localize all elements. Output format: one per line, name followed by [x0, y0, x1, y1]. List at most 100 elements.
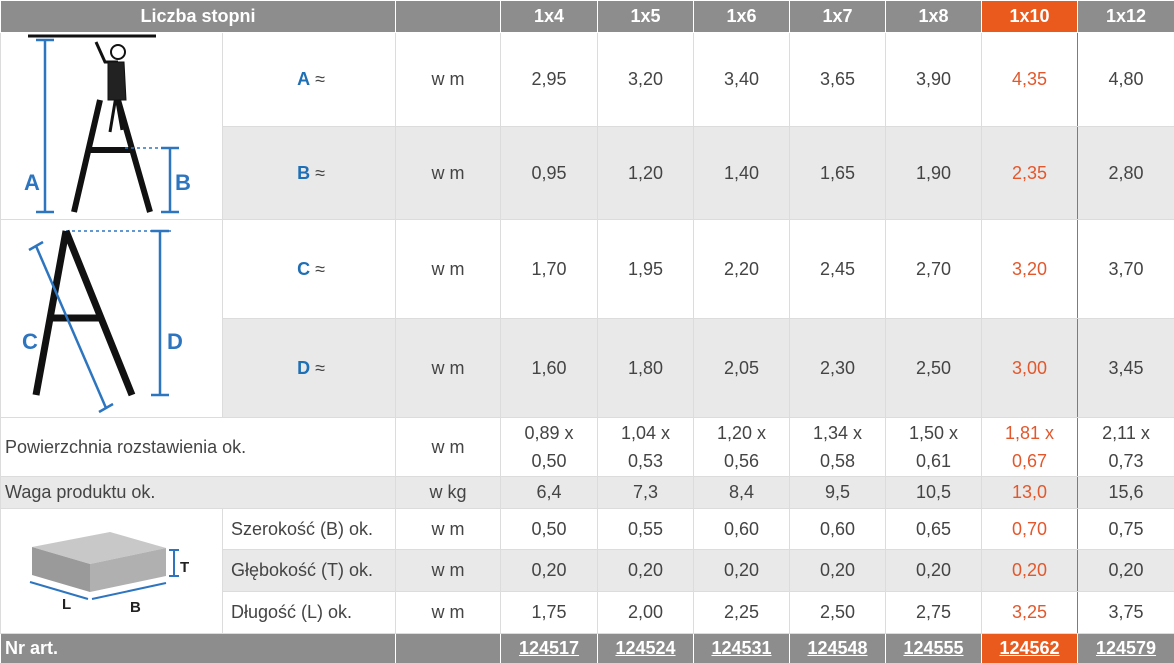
value-cell-text: 3,75 [1108, 602, 1144, 622]
value-cell-text: 0,20 [723, 560, 760, 580]
value-cell-text: 3,70 [1108, 258, 1144, 279]
value-cell-text: 1,95 [627, 258, 664, 279]
value-cell-text: 1,20 [627, 162, 664, 183]
value-cell: 8,4 [693, 476, 791, 509]
value-cell-text: 1x12 [1105, 6, 1147, 26]
value-cell-text: 13,0 [1011, 482, 1048, 502]
value-cell: 3,20 [597, 32, 695, 127]
value-cell-text: 3,00 [1011, 357, 1048, 378]
value-cell-text: 3,25 [1011, 602, 1048, 622]
illustration-cell [0, 508, 223, 634]
table-row: C ≈ w m 1,70 1,95 2,20 2,45 2,70 3,20 3,70 [0, 219, 1174, 418]
value-cell: 1x10 [981, 0, 1079, 33]
dimension-letter: C [297, 258, 311, 279]
value-cell: 2,80 [1077, 126, 1174, 220]
value-cell: 0,65 [885, 508, 983, 550]
table-row: Powierzchnia rozstawienia ok. w m 0,89 x 0,… [0, 417, 1174, 477]
value-cell-text: 0,75 [1108, 518, 1144, 539]
value-cell-text: 3,45 [1108, 357, 1144, 378]
illustration-cell [0, 219, 223, 418]
value-line: 1,04 x [620, 423, 671, 443]
value-cell: 2,95 [500, 32, 599, 127]
article-number: 124517 [500, 633, 599, 663]
value-cell-text: 0,60 [819, 518, 856, 539]
value-cell: 0,55 [597, 508, 695, 550]
value-cell-text: 2,50 [915, 357, 952, 378]
illustration-cell [0, 32, 223, 220]
value-cell: 3,90 [885, 32, 983, 127]
value-cell: 2,35 [981, 126, 1079, 220]
value-cell-text: 0,20 [819, 560, 856, 580]
value-cell: 1,40 [693, 126, 791, 220]
value-cell: 2,50 [789, 591, 887, 634]
unit-cell: w m [395, 549, 502, 592]
row-label-text: Głębokość (T) ok. [231, 560, 374, 580]
value-cell-text: 0,20 [1108, 560, 1144, 580]
value-cell: 2,30 [789, 318, 887, 418]
value-cell: 0,20 [981, 549, 1079, 592]
value-cell-text: 3,65 [819, 69, 856, 89]
value-cell: 2,70 [885, 219, 983, 319]
value-line: 0,53 [627, 451, 664, 471]
value-cell: 1,50 x 0,61 [885, 417, 983, 477]
value-cell: 0,20 [789, 549, 887, 592]
value-cell-text: 2,75 [915, 602, 952, 622]
article-number: 124524 [597, 633, 695, 663]
article-link[interactable]: 124562 [999, 638, 1060, 658]
value-cell: 2,05 [693, 318, 791, 418]
value-cell-text: 15,6 [1108, 482, 1144, 502]
value-cell-text: 1x6 [726, 6, 757, 26]
value-cell: 0,75 [1077, 508, 1174, 550]
value-line: 0,61 [915, 451, 952, 471]
value-cell-text: 3,40 [723, 69, 760, 89]
value-line: 0,73 [1108, 451, 1144, 471]
value-cell: 1x7 [789, 0, 887, 33]
value-cell: 1,75 [500, 591, 599, 634]
value-line: 0,56 [723, 451, 760, 471]
article-number: 124579 [1077, 633, 1174, 663]
table-row: Waga produktu ok. w kg 6,4 7,3 8,4 9,5 10,5 13,… [0, 476, 1174, 509]
row-label: Waga produktu ok. [0, 476, 397, 509]
approx-sign: ≈ [315, 69, 326, 89]
value-cell: 1,95 [597, 219, 695, 319]
dimension-letter: D [297, 357, 311, 378]
value-cell: 1x8 [885, 0, 983, 33]
foot-empty [395, 633, 502, 663]
value-cell-text: 0,20 [1011, 560, 1048, 580]
value-cell-text: 0,20 [915, 560, 952, 580]
value-cell: 2,20 [693, 219, 791, 319]
unit-cell: w m [395, 126, 502, 220]
approx-sign: ≈ [315, 162, 326, 183]
row-label-text: Nr art. [5, 638, 59, 658]
value-cell: 2,75 [885, 591, 983, 634]
article-link[interactable]: 124548 [807, 638, 868, 658]
article-link[interactable]: 124555 [903, 638, 964, 658]
unit-cell-text: w m [431, 162, 465, 183]
value-cell-text: 6,4 [536, 482, 562, 502]
value-cell: 0,70 [981, 508, 1079, 550]
article-link[interactable]: 124579 [1095, 638, 1157, 658]
article-link[interactable]: 124517 [518, 638, 580, 658]
value-cell: 0,20 [693, 549, 791, 592]
unit-cell-text: w m [431, 258, 465, 279]
approx-sign: ≈ [315, 357, 326, 378]
value-cell: 4,80 [1077, 32, 1174, 127]
value-cell: 2,50 [885, 318, 983, 418]
article-link[interactable]: 124524 [615, 638, 676, 658]
value-line: 1,50 x [908, 423, 959, 443]
value-cell-text: 2,20 [723, 258, 760, 279]
value-cell-text: 3,20 [627, 69, 664, 89]
value-cell: 3,00 [981, 318, 1079, 418]
row-label: Powierzchnia rozstawienia ok. [0, 417, 397, 477]
unit-cell: w m [395, 219, 502, 319]
unit-cell-text: w kg [429, 482, 467, 502]
unit-cell-text: w m [431, 357, 465, 378]
value-line: 1,20 x [716, 423, 767, 443]
value-cell: 3,45 [1077, 318, 1174, 418]
article-link[interactable]: 124531 [711, 638, 772, 658]
value-cell-text: 8,4 [729, 482, 755, 502]
article-number: 124562 [981, 633, 1079, 663]
unit-cell: w m [395, 318, 502, 418]
unit-cell: w m [395, 417, 502, 477]
